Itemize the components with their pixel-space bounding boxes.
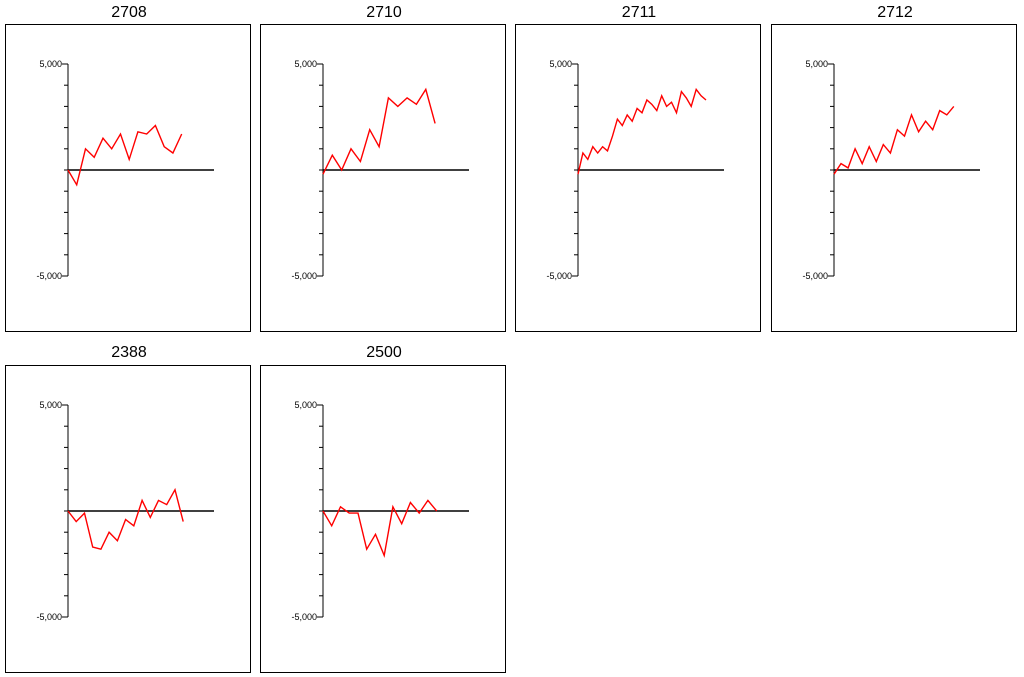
y-tick-label: -5,000 [36, 612, 62, 622]
series-line [322, 499, 438, 558]
y-tick-label: -5,000 [546, 271, 572, 281]
series-line [67, 124, 183, 187]
chart-panel: 5,000 -5,000 [515, 24, 761, 332]
line-chart: 5,000 -5,000 [291, 59, 469, 281]
chart-title: 2388 [111, 344, 147, 361]
chart-panel: 5,000 -5,000 [260, 24, 506, 332]
y-tick-label: 5,000 [294, 400, 317, 410]
y-tick-label: 5,000 [549, 59, 572, 69]
y-tick-label: -5,000 [291, 271, 317, 281]
series-line [577, 87, 707, 175]
chart-panel: 5,000 -5,000 [5, 24, 251, 332]
chart-panel: 5,000 -5,000 [771, 24, 1017, 332]
chart-title: 2500 [366, 344, 402, 361]
y-tick-label: 5,000 [39, 400, 62, 410]
series-line [67, 487, 184, 551]
y-tick-label: -5,000 [291, 612, 317, 622]
line-chart: 5,000 -5,000 [36, 400, 214, 622]
chart-title: 2711 [621, 4, 657, 21]
series-line [322, 87, 436, 175]
line-chart: 5,000 -5,000 [36, 59, 214, 281]
chart-title: 2710 [366, 4, 402, 21]
chart-panel: 5,000 -5,000 [260, 365, 506, 673]
y-tick-label: -5,000 [802, 271, 828, 281]
line-chart: 5,000 -5,000 [546, 59, 724, 281]
chart-title: 2712 [877, 4, 913, 21]
y-tick-label: 5,000 [294, 59, 317, 69]
line-chart: 5,000 -5,000 [802, 59, 980, 281]
line-chart: 5,000 -5,000 [291, 400, 469, 622]
y-tick-label: 5,000 [805, 59, 828, 69]
y-tick-label: -5,000 [36, 271, 62, 281]
chart-panel: 5,000 -5,000 [5, 365, 251, 673]
y-tick-label: 5,000 [39, 59, 62, 69]
chart-title: 2708 [111, 4, 147, 21]
series-line [833, 105, 955, 175]
